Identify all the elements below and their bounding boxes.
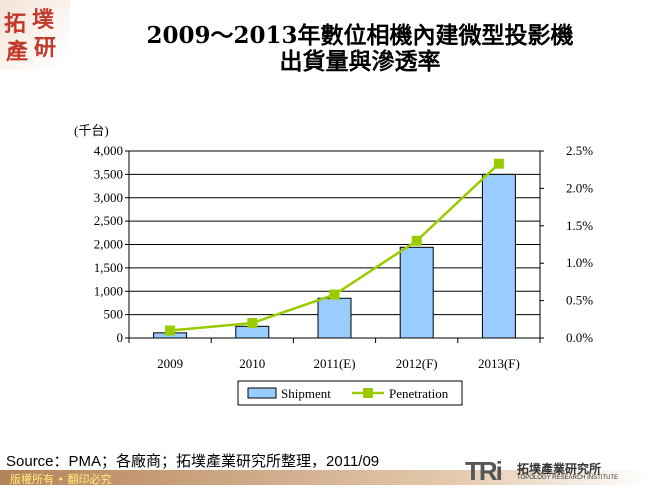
legend-label-shipment: Shipment	[281, 386, 331, 401]
y2-tick-label: 0.0%	[566, 330, 593, 345]
logo-char: 產	[6, 40, 29, 65]
bar-2013(F)	[481, 173, 516, 339]
y-axis-label: (千台)	[74, 123, 109, 138]
x-tick-label: 2012(F)	[396, 356, 438, 371]
y2-tick-label: 1.0%	[566, 255, 593, 270]
bar-2012(F)	[399, 246, 434, 339]
y-tick-label: 2,000	[94, 237, 123, 252]
bar-2011(E)	[317, 297, 352, 339]
logo-char: 拓	[4, 12, 27, 37]
y-tick-label: 2,500	[94, 213, 123, 228]
logo-char: 研	[34, 36, 57, 61]
brand-sub: TOPOLOGY RESEARCH INSTITUTE	[517, 475, 619, 481]
bar-2010	[235, 325, 270, 339]
copyright: 版權所有 • 翻印必究	[10, 473, 112, 486]
logo: 拓 墣 產 研	[0, 0, 70, 70]
y-tick-label: 4,000	[94, 143, 123, 158]
brand-name: 拓墣產業研究所	[517, 462, 602, 476]
penetration-point-2013(F)	[493, 158, 504, 169]
x-tick-label: 2013(F)	[478, 356, 520, 371]
chart-title: 2009～2013年數位相機內建微型投影機	[146, 22, 574, 49]
tri-logo: TRi	[465, 456, 503, 486]
logo-char: 墣	[32, 8, 55, 33]
y-tick-label: 500	[104, 307, 124, 322]
penetration-point-2011(E)	[329, 289, 340, 300]
legend-label-penetration: Penetration	[389, 386, 449, 401]
penetration-point-2010	[247, 318, 258, 329]
x-tick-label: 2011(E)	[313, 356, 355, 371]
y-tick-label: 1,500	[94, 260, 123, 275]
y-tick-label: 3,000	[94, 190, 123, 205]
chart: 0 500 1,000 1,500 2,000 2,500 3,000 3,500 4,000 0…	[74, 123, 593, 406]
legend-marker-penetration	[363, 388, 373, 398]
y2-tick-label: 0.5%	[566, 293, 593, 308]
y2-tick-label: 2.0%	[566, 180, 593, 195]
y-tick-label: 3,500	[94, 166, 123, 181]
y-tick-label: 0	[117, 330, 124, 345]
y2-tick-label: 2.5%	[566, 143, 593, 158]
penetration-point-2009	[165, 325, 176, 336]
footer-bar: 版權所有 • 翻印必究	[0, 470, 650, 486]
legend-swatch-shipment	[247, 387, 277, 399]
chart-subtitle: 出貨量與滲透率	[279, 48, 441, 75]
x-tick-label: 2010	[239, 356, 265, 371]
x-tick-label: 2009	[157, 356, 183, 371]
y2-tick-label: 1.5%	[566, 218, 593, 233]
y-tick-label: 1,000	[94, 283, 123, 298]
source-note: Source：PMA；各廠商；拓墣產業研究所整理，2011/09	[6, 453, 380, 470]
penetration-point-2012(F)	[411, 235, 422, 246]
